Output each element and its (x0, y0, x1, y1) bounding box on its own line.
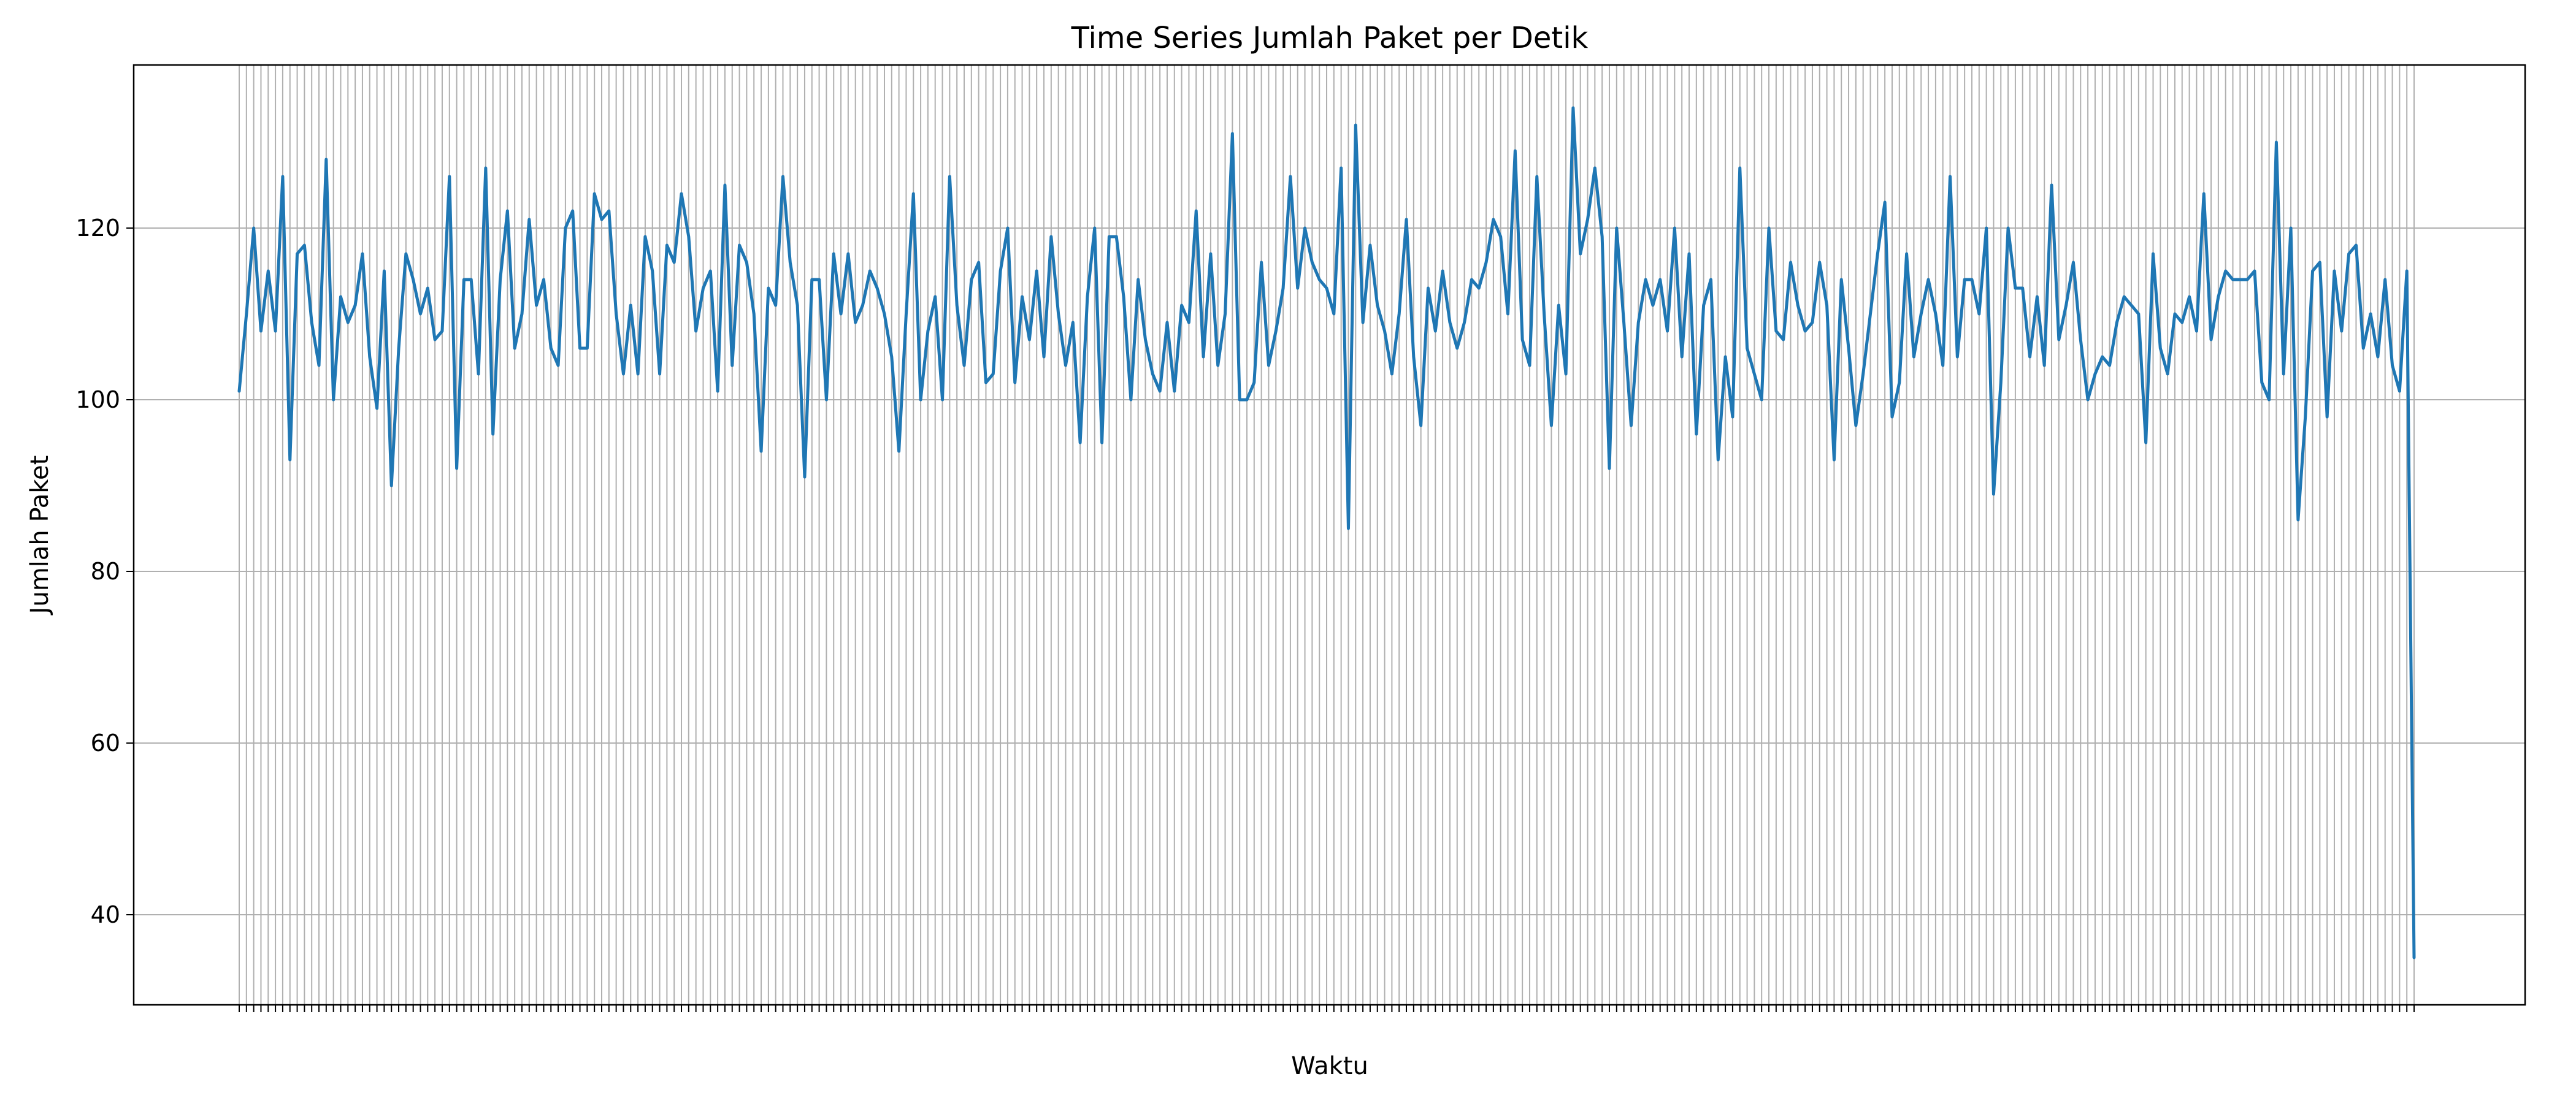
y-tick-label: 40 (91, 901, 120, 928)
y-axis-ticks: 40 60 80 100 120 (75, 215, 134, 928)
chart-title: Time Series Jumlah Paket per Detik (1071, 21, 1589, 55)
y-axis-label: Jumlah Paket (26, 456, 54, 616)
y-tick-label: 60 (91, 730, 120, 757)
series-line (237, 106, 2416, 959)
x-axis-ticks (239, 1005, 2415, 1012)
series-layer (237, 106, 2416, 959)
y-gridlines (134, 227, 2525, 915)
y-tick-label: 80 (91, 558, 120, 585)
x-axis-label: Waktu (1291, 1052, 1368, 1080)
y-tick-label: 120 (75, 215, 120, 242)
plot-area-frame (132, 64, 2526, 1006)
y-tick-label: 100 (75, 386, 120, 413)
x-gridlines (239, 65, 2415, 1005)
